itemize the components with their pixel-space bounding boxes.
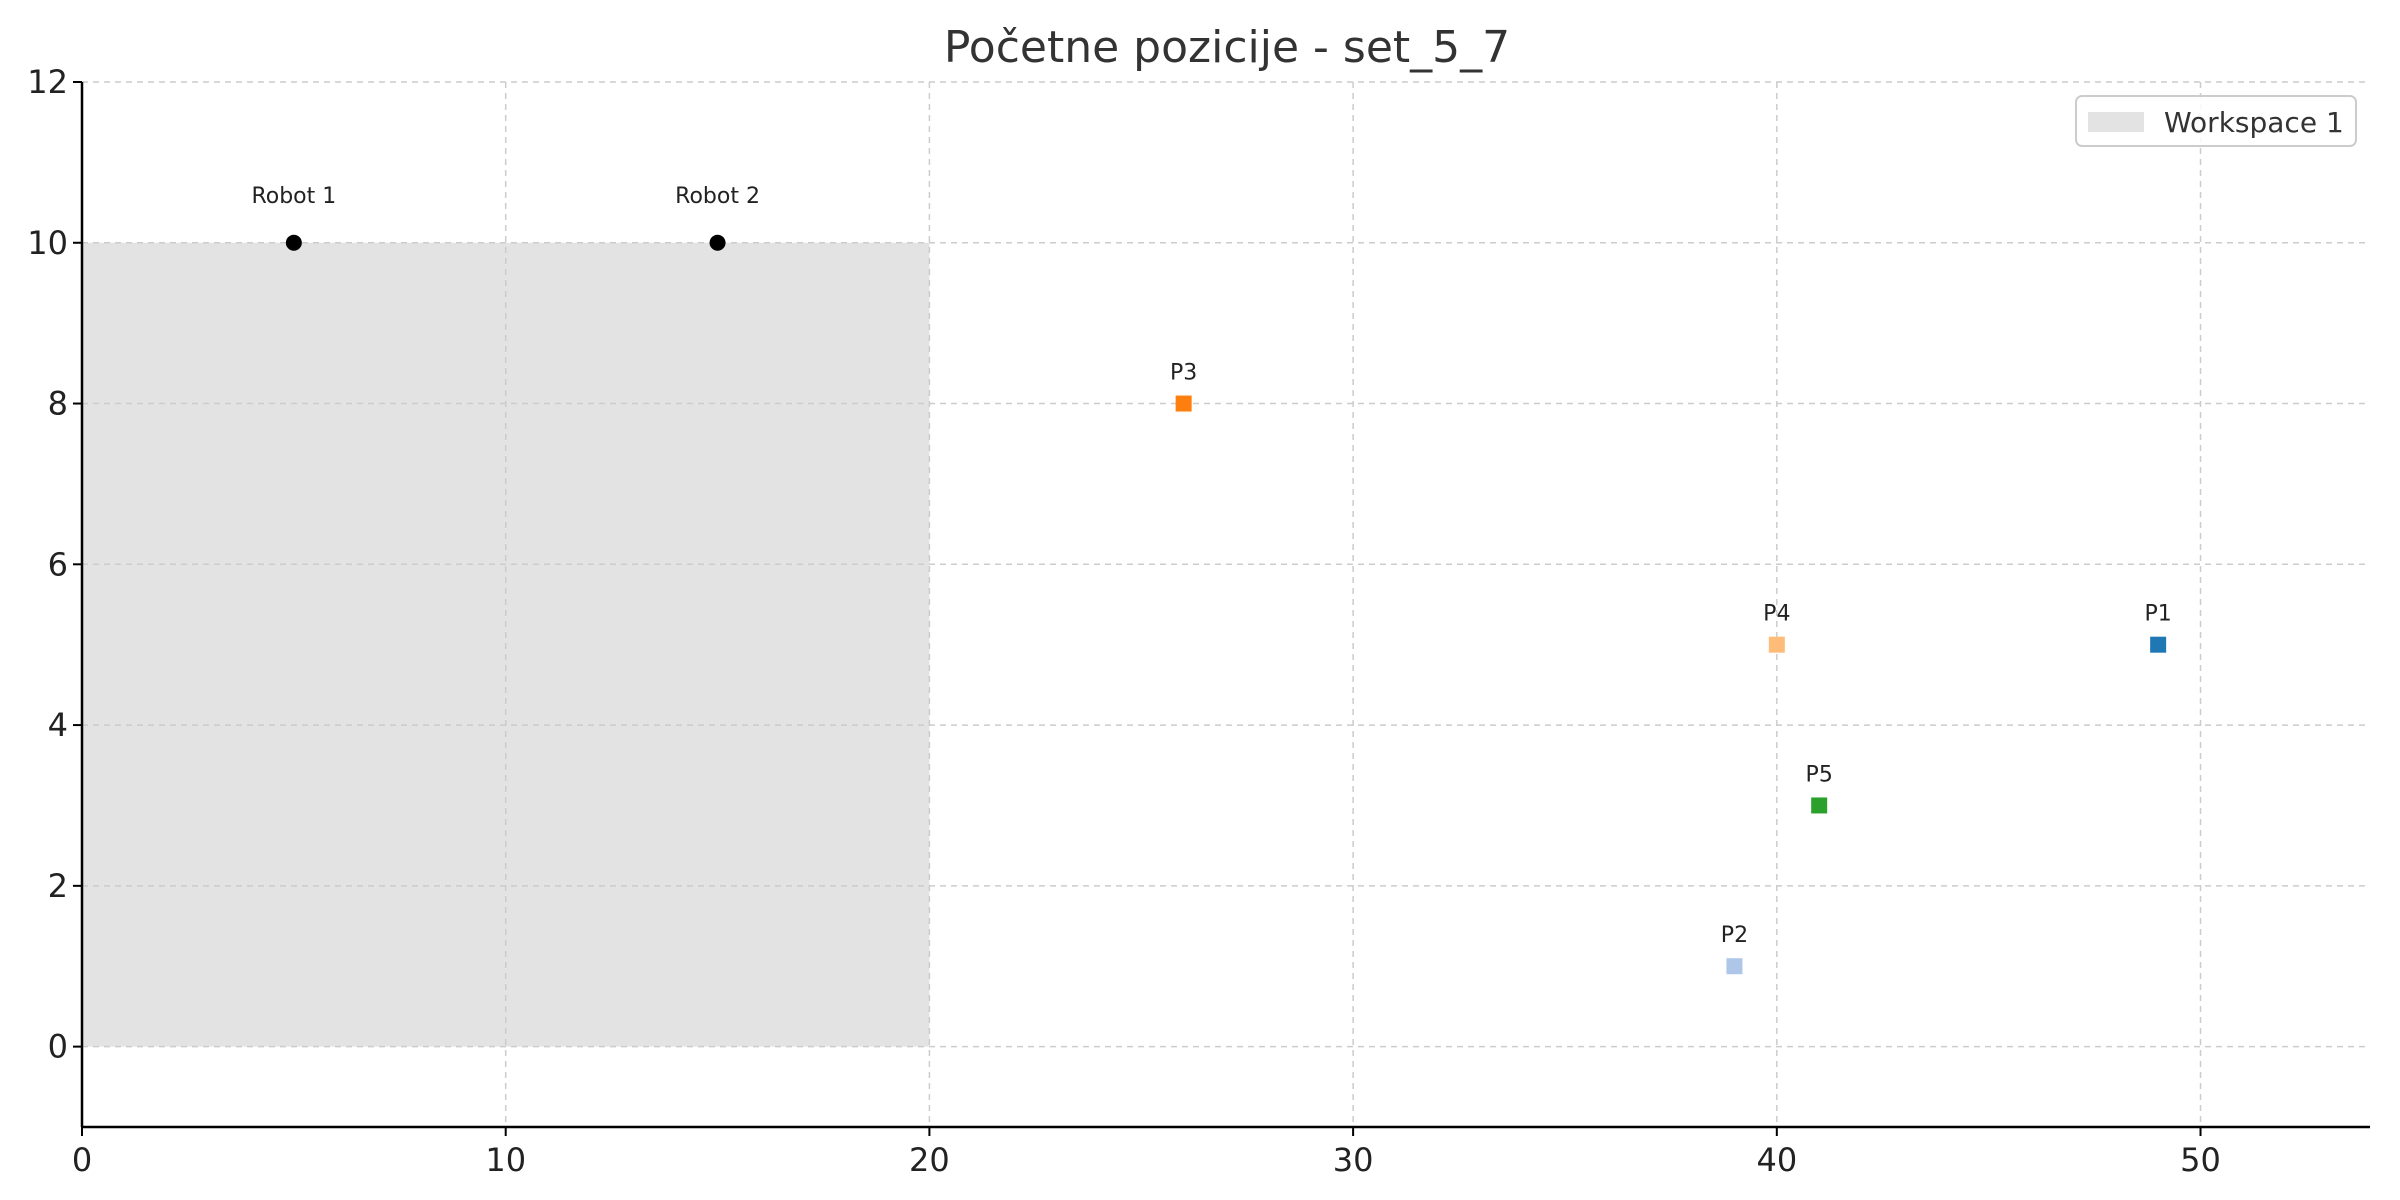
point-label-p4: P4 (1763, 602, 1790, 627)
chart-title: Početne pozicije - set_5_7 (944, 22, 1510, 73)
point-label-p5: P5 (1806, 762, 1833, 787)
point-label-p2: P2 (1721, 923, 1748, 948)
y-tick-label-0: 0 (48, 1028, 68, 1066)
y-tick-label-6: 6 (48, 545, 68, 583)
tick-labels: 0 10 20 30 40 50 0 2 4 6 8 10 12 (27, 63, 2221, 1179)
y-tick-label-8: 8 (48, 385, 68, 423)
point-marker-p2 (1726, 958, 1743, 975)
point-marker-p5 (1811, 797, 1828, 814)
y-tick-label-10: 10 (27, 224, 68, 262)
point-label-p1: P1 (2145, 602, 2172, 627)
robot-label-2: Robot 2 (675, 184, 760, 209)
legend: Workspace 1 (2075, 95, 2357, 147)
x-tick-label-10: 10 (485, 1141, 526, 1179)
x-tick-label-30: 30 (1333, 1141, 1374, 1179)
point-marker-p4 (1768, 636, 1785, 653)
data-marks: Robot 1 Robot 2 P1 P2 P3 P4 P5 (251, 184, 2172, 975)
y-tick-label-2: 2 (48, 867, 68, 905)
y-tick-label-12: 12 (27, 63, 68, 101)
robot-marker-2 (709, 234, 726, 251)
x-tick-label-50: 50 (2180, 1141, 2221, 1179)
legend-label-1: Workspace 1 (2164, 106, 2344, 139)
point-marker-p3 (1175, 395, 1192, 412)
y-tick-label-4: 4 (48, 706, 68, 744)
point-marker-p1 (2150, 636, 2167, 653)
robot-label-1: Robot 1 (251, 184, 336, 209)
x-tick-label-40: 40 (1756, 1141, 1797, 1179)
legend-box (2075, 95, 2357, 147)
x-tick-label-20: 20 (909, 1141, 950, 1179)
point-label-p3: P3 (1170, 361, 1197, 386)
axes-layer (73, 81, 2370, 1136)
robot-marker-1 (285, 234, 302, 251)
x-tick-label-0: 0 (72, 1141, 92, 1179)
legend-swatch-1 (2088, 112, 2144, 132)
grid-layer (82, 81, 2370, 1127)
